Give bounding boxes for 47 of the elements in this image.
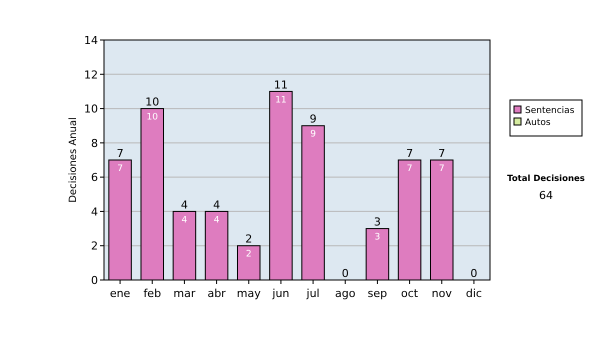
y-tick-label: 10 — [84, 102, 98, 116]
total-label: 7 — [438, 147, 446, 160]
data-label: 10 — [146, 112, 158, 123]
data-label: 4 — [182, 215, 188, 226]
x-tick-label: jul — [306, 287, 320, 300]
y-tick-label: 12 — [84, 68, 98, 82]
y-tick-label: 2 — [91, 240, 98, 253]
y-tick-label: 8 — [91, 136, 98, 150]
data-label: 2 — [246, 250, 252, 260]
x-tick-label: mar — [173, 287, 196, 300]
total-label: 10 — [145, 96, 160, 109]
data-label: 3 — [374, 232, 380, 243]
x-tick-label: dic — [466, 287, 482, 300]
data-label: 11 — [275, 95, 287, 106]
total-label: 0 — [342, 267, 349, 280]
data-label: 7 — [438, 164, 445, 174]
x-tick-label: may — [236, 287, 262, 300]
x-tick-label: ago — [335, 287, 356, 300]
y-tick-label: 4 — [91, 205, 98, 218]
y-tick-label: 14 — [84, 34, 98, 47]
legend-label: Autos — [525, 118, 551, 128]
total-label: 7 — [116, 147, 124, 160]
x-tick-label: ene — [110, 287, 131, 300]
total-label: 9 — [310, 112, 317, 126]
total-label: 3 — [374, 216, 381, 229]
total-label: 11 — [274, 78, 288, 92]
y-tick-label: 6 — [91, 171, 98, 184]
x-tick-label: feb — [143, 287, 162, 300]
data-label: 7 — [406, 164, 412, 174]
x-tick-label: jun — [271, 287, 290, 300]
data-label: 4 — [214, 215, 220, 226]
text: 64 — [539, 189, 553, 202]
x-tick-label: oct — [401, 287, 419, 300]
x-tick-label: nov — [432, 287, 452, 300]
total-label: 2 — [245, 232, 252, 246]
total-label: 7 — [406, 147, 414, 160]
x-tick-label: sep — [368, 287, 388, 300]
total-label: 4 — [180, 198, 188, 212]
legend-label: Sentencias — [525, 106, 575, 116]
x-tick-label: abr — [207, 287, 226, 300]
text: Total Decisiones — [507, 174, 585, 184]
data-label: 7 — [117, 164, 123, 174]
data-label: 9 — [310, 130, 316, 140]
y-axis-title: Decisiones Anual — [68, 117, 79, 203]
total-label: 0 — [470, 267, 478, 280]
y-tick-label: 0 — [91, 274, 98, 287]
total-label: 4 — [213, 198, 220, 212]
